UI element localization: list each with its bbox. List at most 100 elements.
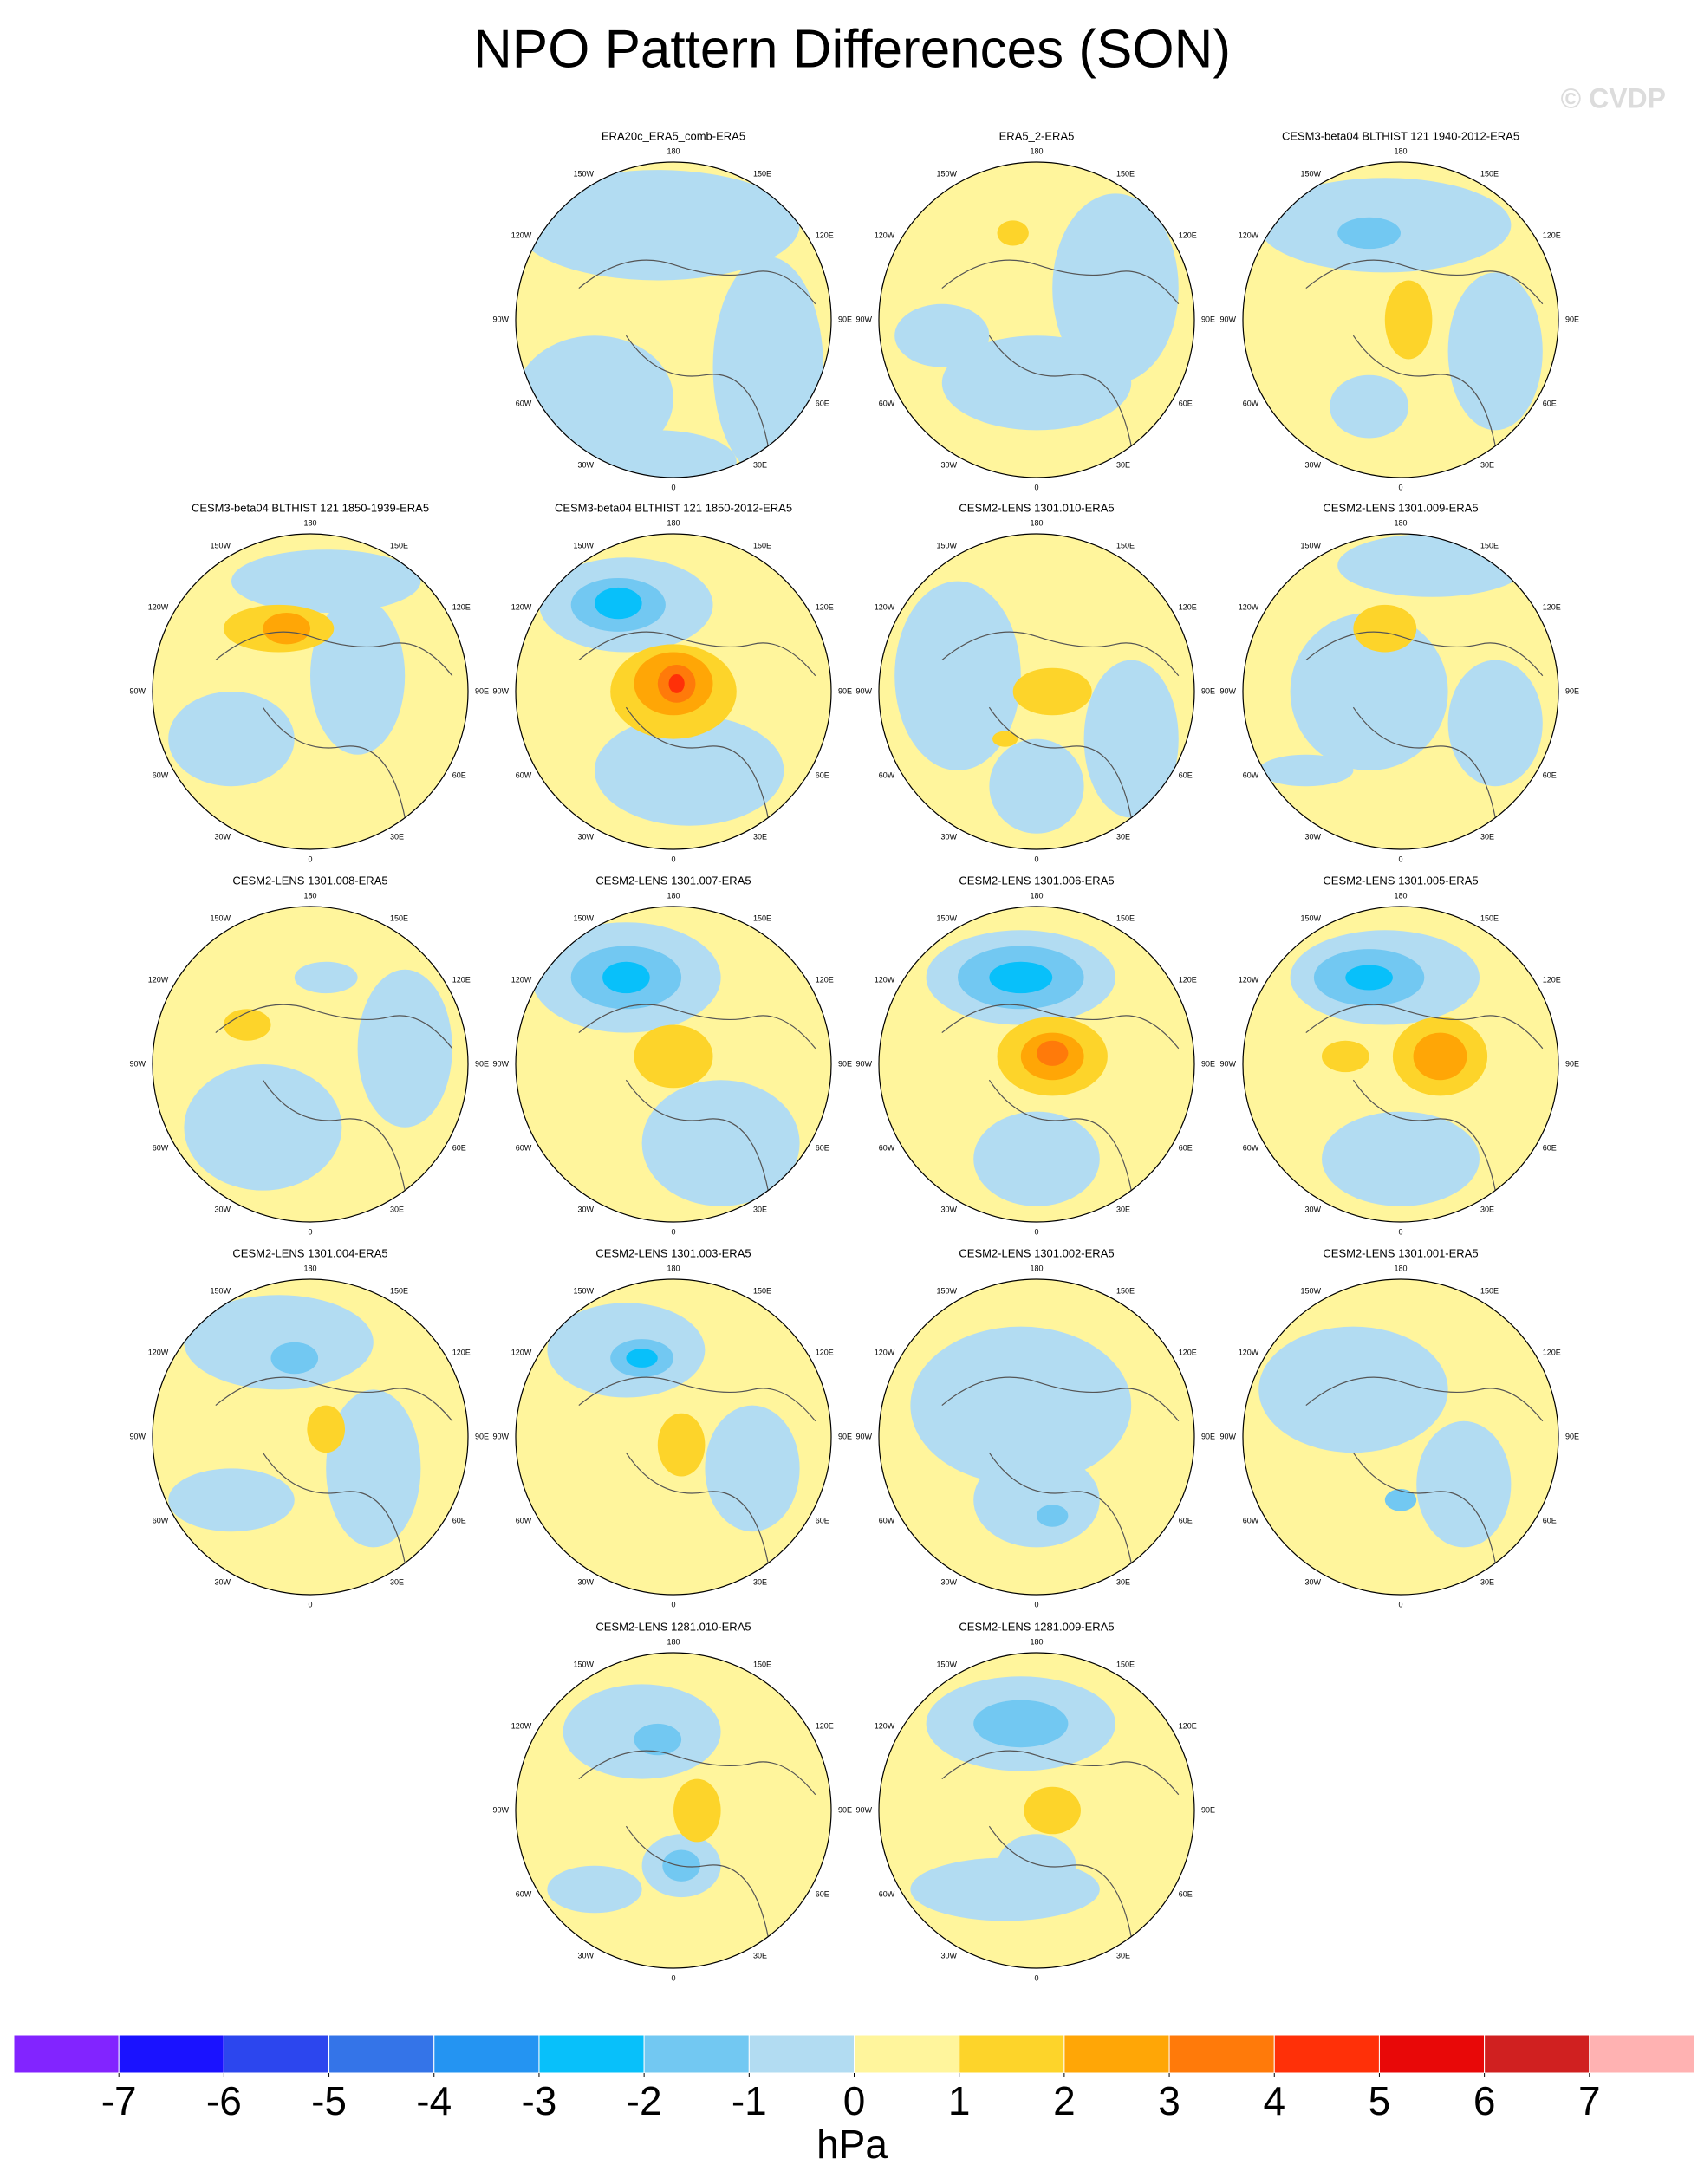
longitude-label: 30E — [753, 832, 767, 841]
panel-title: CESM2-LENS 1301.003-ERA5 — [595, 1246, 751, 1259]
longitude-label: 60W — [516, 1516, 532, 1524]
longitude-label: 180 — [303, 891, 316, 900]
longitude-label: 30W — [1304, 1577, 1321, 1586]
anomaly-contour — [223, 1009, 271, 1041]
panel-title: CESM2-LENS 1281.009-ERA5 — [959, 1620, 1114, 1633]
longitude-label: 0 — [308, 1600, 312, 1609]
longitude-label: 120W — [511, 602, 532, 611]
longitude-label: 90E — [1201, 1432, 1215, 1440]
longitude-label: 30E — [1116, 460, 1130, 469]
longitude-label: 60W — [153, 770, 169, 779]
map-field — [910, 1326, 1180, 1563]
map-panel: CESM2-LENS 1301.001-ERA5 180 150E 120E 90E 60… — [1219, 1246, 1579, 1609]
anomaly-contour — [270, 1342, 319, 1375]
longitude-label: 30W — [940, 460, 957, 469]
longitude-label: 90E — [838, 1059, 852, 1068]
longitude-label: 150E — [753, 169, 771, 178]
map-border — [152, 1278, 469, 1596]
longitude-label: 90E — [1565, 1059, 1579, 1068]
colorbar-box — [538, 2034, 645, 2074]
anomaly-contour — [705, 1405, 800, 1532]
longitude-label: 150E — [753, 1660, 771, 1668]
longitude-label: 120E — [452, 1348, 471, 1356]
colorbar-box — [328, 2034, 435, 2074]
longitude-label: 120E — [1543, 231, 1561, 239]
coastline — [578, 259, 816, 305]
longitude-label: 90E — [1201, 1059, 1215, 1068]
longitude-label: 150W — [936, 169, 957, 178]
longitude-label: 150E — [753, 913, 771, 922]
longitude-label: 120E — [816, 975, 834, 984]
colorbar-box — [1589, 2034, 1695, 2074]
coastline — [625, 1079, 769, 1191]
longitude-label: 90W — [492, 686, 509, 695]
longitude-label: 90E — [475, 1432, 489, 1440]
longitude-label: 60W — [153, 1516, 169, 1524]
map-panel: CESM3-beta04 BLTHIST 121 1850-1939-ERA5 1… — [129, 501, 489, 863]
map-field — [1258, 1326, 1544, 1563]
longitude-label: 90W — [855, 1059, 872, 1068]
longitude-label: 120W — [875, 1721, 895, 1730]
anomaly-contour — [989, 738, 1084, 834]
longitude-label: 30E — [1116, 1951, 1130, 1960]
anomaly-contour — [634, 1024, 713, 1089]
anomaly-contour — [1083, 660, 1179, 818]
longitude-label: 90W — [1219, 686, 1236, 695]
longitude-label: 150W — [936, 541, 957, 549]
longitude-label: 90W — [492, 1432, 509, 1440]
panel-title: CESM2-LENS 1301.006-ERA5 — [959, 874, 1114, 887]
longitude-label: 30W — [214, 1205, 231, 1213]
coastline — [625, 335, 769, 446]
longitude-label: 60E — [1543, 1516, 1557, 1524]
anomaly-contour — [1384, 280, 1433, 360]
coastline — [988, 1079, 1132, 1191]
colorbar-tick-label: 2 — [1053, 2078, 1076, 2123]
coastline — [262, 706, 406, 818]
colorbar-tick-label: 6 — [1473, 2078, 1496, 2123]
longitude-label: 120E — [816, 602, 834, 611]
colorbar-box — [13, 2034, 120, 2074]
panel-title: CESM3-beta04 BLTHIST 121 1850-1939-ERA5 — [192, 501, 429, 514]
longitude-label: 30W — [577, 460, 594, 469]
colorbar-box — [118, 2034, 224, 2074]
map-field — [1258, 534, 1544, 818]
colorbar-box — [643, 2034, 750, 2074]
longitude-label: 150W — [210, 913, 231, 922]
longitude-label: 90E — [475, 686, 489, 695]
colorbar-box — [1378, 2034, 1486, 2074]
longitude-label: 150E — [1480, 1286, 1499, 1295]
longitude-label: 30W — [214, 1577, 231, 1586]
longitude-label: 150E — [1116, 913, 1135, 922]
map-border — [1242, 533, 1559, 850]
anomaly-contour — [1353, 604, 1417, 653]
coastline — [1352, 706, 1496, 818]
longitude-label: 180 — [1394, 1264, 1407, 1272]
panel-title: CESM2-LENS 1301.001-ERA5 — [1323, 1246, 1478, 1259]
longitude-label: 150W — [573, 1286, 594, 1295]
map-panel: CESM2-LENS 1281.010-ERA5 180 150E 120E 90E 60… — [492, 1620, 852, 1982]
longitude-label: 0 — [1398, 1227, 1402, 1236]
colorbar-tick-label: 4 — [1263, 2078, 1285, 2123]
coastline — [941, 1004, 1180, 1050]
longitude-label: 150E — [1116, 541, 1135, 549]
map-panel: CESM2-LENS 1301.002-ERA5 180 150E 120E 90E 60… — [855, 1246, 1215, 1609]
longitude-label: 90E — [475, 1059, 489, 1068]
anomaly-contour — [184, 1295, 374, 1390]
watermark: © CVDP — [1561, 82, 1666, 114]
longitude-label: 60W — [879, 1889, 895, 1898]
coastline — [1305, 259, 1544, 305]
anomaly-contour — [894, 303, 990, 367]
colorbar-box — [223, 2034, 330, 2074]
anomaly-contour — [294, 961, 358, 994]
anomaly-contour — [168, 1468, 295, 1532]
longitude-label: 30W — [577, 832, 594, 841]
longitude-label: 60E — [1543, 770, 1557, 779]
anomaly-contour — [992, 731, 1018, 747]
coastline — [988, 335, 1132, 446]
longitude-label: 90W — [1219, 315, 1236, 323]
anomaly-contour — [595, 715, 784, 826]
longitude-label: 0 — [671, 1227, 675, 1236]
anomaly-contour — [910, 1857, 1100, 1921]
longitude-label: 120W — [148, 1348, 169, 1356]
anomaly-contour — [307, 1405, 346, 1453]
